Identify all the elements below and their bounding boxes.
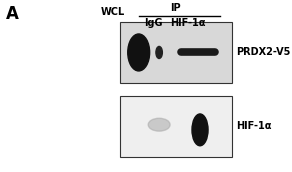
Text: IP: IP [170,3,180,13]
Text: HIF-1α: HIF-1α [171,18,206,28]
Text: IgG: IgG [144,18,163,28]
Text: PRDX2-V5: PRDX2-V5 [237,47,291,57]
Bar [120,22,232,83]
Bar [120,96,232,157]
Text: A: A [6,5,19,23]
Ellipse shape [192,114,208,146]
Ellipse shape [128,34,150,71]
Text: HIF-1α: HIF-1α [237,121,272,131]
Ellipse shape [148,118,170,131]
Ellipse shape [156,46,162,58]
Text: WCL: WCL [100,7,125,17]
